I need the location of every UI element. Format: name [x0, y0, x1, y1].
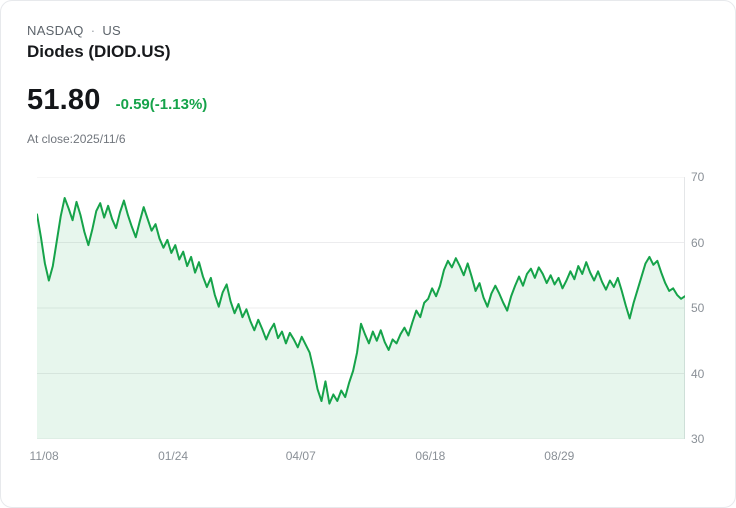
x-tick-label: 06/18 — [415, 449, 446, 463]
stock-title: Diodes (DIOD.US) — [27, 42, 171, 61]
exchange-row: NASDAQ · US — [27, 23, 121, 38]
as-of-timestamp: At close:2025/11/6 — [27, 132, 126, 146]
chart-svg — [37, 177, 685, 439]
x-tick-label: 08/29 — [544, 449, 575, 463]
price-row: 51.80 -0.59(-1.13%) — [27, 84, 207, 117]
price-chart[interactable] — [37, 177, 685, 439]
separator-dot: · — [90, 23, 96, 38]
price-change: -0.59(-1.13%) — [115, 96, 208, 113]
x-tick-label: 11/08 — [29, 449, 59, 463]
exchange-label: NASDAQ — [27, 23, 84, 38]
x-tick-label: 04/07 — [285, 449, 316, 463]
price-line — [37, 196, 685, 405]
y-axis: 70 60 50 40 30 — [691, 170, 725, 446]
x-axis: 11/08 01/24 04/07 06/18 08/29 — [30, 449, 685, 465]
y-tick-label: 60 — [691, 235, 705, 250]
last-price: 51.80 — [27, 84, 101, 116]
y-tick-label: 40 — [691, 366, 705, 381]
y-tick-label: 70 — [691, 170, 705, 184]
region-label: US — [102, 23, 122, 38]
x-tick-label: 01/24 — [158, 449, 189, 463]
area-fill — [37, 197, 685, 439]
y-tick-label: 30 — [691, 432, 705, 446]
y-tick-label: 50 — [691, 301, 705, 315]
